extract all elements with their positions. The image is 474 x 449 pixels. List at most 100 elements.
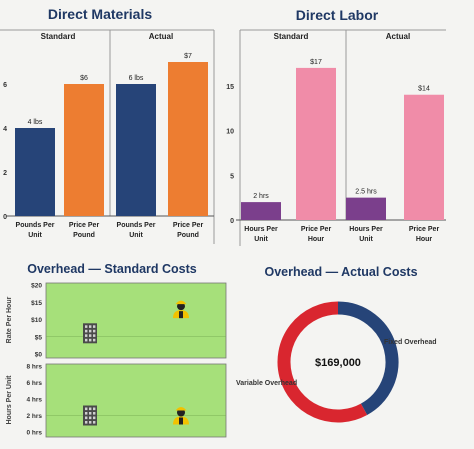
y-tick-label: 2 hrs: [26, 413, 42, 420]
y-tick-label: 4 hrs: [26, 397, 42, 404]
bar: [241, 202, 281, 220]
y-tick-label: 5: [230, 173, 234, 180]
building-window: [89, 329, 92, 333]
building-body: [83, 405, 97, 426]
building-window: [89, 416, 92, 420]
building-window: [85, 412, 88, 415]
donut: [277, 301, 399, 423]
y-tick-label: 0: [3, 214, 7, 221]
building-window: [89, 412, 92, 415]
total-label: $169,000: [315, 357, 361, 369]
building-window: [93, 329, 96, 333]
data-label: $14: [418, 86, 430, 93]
direct-labor-chart: Direct Labor Standard Actual 0 5 10 15 2 hr…: [226, 7, 446, 246]
building-body: [83, 323, 97, 344]
worker-hardhat: [175, 300, 187, 305]
overhead-actual-title: Overhead — Actual Costs: [264, 265, 417, 279]
data-label: $6: [80, 75, 88, 82]
x-tick-label: Hours Per Unit: [244, 226, 278, 243]
points: [46, 300, 226, 426]
building-window: [89, 325, 92, 328]
y-ticks: 0 5 10 15: [226, 84, 234, 225]
building-window: [85, 334, 88, 337]
x-tick-label: Pounds Per Unit: [117, 222, 156, 239]
y-tick-label: 4: [3, 126, 7, 133]
slice-label-variable: Variable Overhead: [236, 380, 297, 387]
y-tick-label: $10: [31, 317, 42, 324]
bars: 4 lbs Pounds Per Unit $6 Price Per Pound 6 lbs…: [15, 53, 208, 239]
y-tick-label: 2: [3, 170, 7, 177]
hours-axis-label: Hours Per Unit: [6, 375, 13, 425]
data-label: 2 hrs: [253, 193, 269, 200]
building-window: [93, 338, 96, 342]
y-tick-label: 0 hrs: [26, 430, 42, 437]
worker-vest-stripe: [179, 311, 183, 319]
y-tick-label: 8 hrs: [26, 364, 42, 371]
hours-panel: [45, 363, 227, 438]
y-tick-label: $15: [31, 300, 42, 307]
building-window: [85, 421, 88, 424]
y-tick-label: 15: [226, 84, 234, 91]
building-window: [85, 416, 88, 420]
bar: [168, 62, 208, 216]
group-label-standard: Standard: [41, 32, 76, 41]
rate-panel: [45, 282, 227, 359]
y-ticks: 0 2 4 6: [3, 82, 7, 221]
overhead-standard-title: Overhead — Standard Costs: [27, 262, 197, 276]
building-icon: [83, 323, 97, 344]
y-ticks: $0 $5 $10 $15 $20 0 hrs 2 hrs 4 hrs 6 hrs 8 hrs: [26, 283, 42, 437]
building-window: [93, 407, 96, 411]
building-window: [93, 416, 96, 420]
worker-icon: [173, 300, 189, 319]
donut-slice: [337, 301, 399, 416]
slice-label-fixed: Fixed Overhead: [384, 339, 437, 346]
building-window: [93, 421, 96, 424]
bar: [296, 67, 336, 220]
bar: [116, 84, 156, 216]
building-window: [89, 338, 92, 342]
building-window: [89, 407, 92, 411]
x-tick-label: Price Per Hour: [301, 226, 332, 243]
bar: [346, 197, 386, 220]
worker-icon: [173, 407, 189, 425]
direct-materials-title: Direct Materials: [48, 6, 152, 22]
building-window: [85, 338, 88, 342]
bars: 2 hrs Hours Per Unit $17 Price Per Hour 2.5 hr…: [241, 59, 444, 243]
group-label-actual: Actual: [149, 32, 173, 41]
x-tick-label: Price Per Hour: [409, 226, 440, 243]
worker-vest-stripe: [179, 417, 183, 425]
group-label-actual: Actual: [386, 32, 410, 41]
data-label: 2.5 hrs: [355, 189, 377, 196]
y-tick-label: $20: [31, 283, 42, 290]
x-tick-label: Pounds Per Unit: [16, 222, 55, 239]
building-window: [93, 412, 96, 415]
y-tick-label: 0: [230, 218, 234, 225]
x-tick-label: Price Per Pound: [173, 222, 204, 239]
y-tick-label: $0: [35, 352, 43, 359]
bar: [64, 84, 104, 216]
building-window: [93, 334, 96, 337]
y-tick-label: $5: [35, 334, 43, 341]
direct-labor-title: Direct Labor: [296, 7, 379, 23]
building-window: [89, 334, 92, 337]
building-window: [85, 329, 88, 333]
data-label: $7: [184, 53, 192, 60]
bar: [15, 128, 55, 216]
x-tick-label: Price Per Pound: [69, 222, 100, 239]
overhead-actual-chart: Overhead — Actual Costs $169,000 Fixed O…: [236, 265, 437, 423]
data-label: 4 lbs: [28, 119, 43, 126]
worker-hardhat: [175, 407, 187, 411]
group-label-standard: Standard: [274, 32, 309, 41]
building-window: [85, 325, 88, 328]
donut-slice: [277, 301, 368, 423]
building-icon: [83, 405, 97, 426]
rate-axis-label: Rate Per Hour: [6, 296, 13, 343]
bar: [404, 94, 444, 220]
y-tick-label: 6 hrs: [26, 380, 42, 387]
y-tick-label: 10: [226, 129, 234, 136]
x-tick-label: Hours Per Unit: [349, 226, 383, 243]
building-window: [93, 325, 96, 328]
building-window: [89, 421, 92, 424]
overhead-standard-chart: Overhead — Standard Costs Rate Per Hour …: [6, 262, 227, 438]
